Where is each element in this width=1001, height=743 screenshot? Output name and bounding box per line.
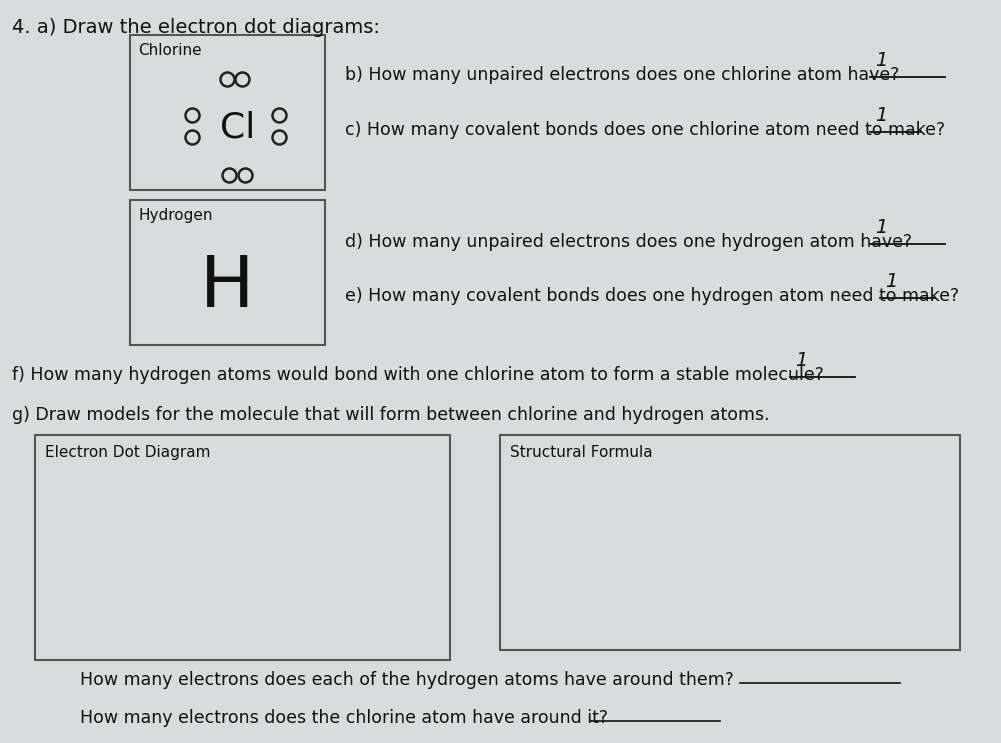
Text: f) How many hydrogen atoms would bond with one chlorine atom to form a stable mo: f) How many hydrogen atoms would bond wi…	[12, 366, 824, 384]
Text: Structural Formula: Structural Formula	[510, 445, 653, 460]
Bar	[130, 200, 325, 345]
Text: 1: 1	[875, 106, 887, 125]
Text: H: H	[200, 253, 254, 322]
Text: b) How many unpaired electrons does one chlorine atom have?: b) How many unpaired electrons does one …	[345, 66, 899, 84]
Text: Electron Dot Diagram: Electron Dot Diagram	[45, 445, 210, 460]
Text: 1: 1	[875, 218, 887, 237]
Text: Chlorine: Chlorine	[138, 43, 201, 58]
Bar	[500, 435, 960, 650]
Text: e) How many covalent bonds does one hydrogen atom need to make?: e) How many covalent bonds does one hydr…	[345, 287, 959, 305]
Text: How many electrons does the chlorine atom have around it?: How many electrons does the chlorine ato…	[80, 709, 608, 727]
Text: 1: 1	[885, 272, 897, 291]
Text: g) Draw models for the molecule that will form between chlorine and hydrogen ato: g) Draw models for the molecule that wil…	[12, 406, 770, 424]
Text: How many electrons does each of the hydrogen atoms have around them?: How many electrons does each of the hydr…	[80, 671, 734, 689]
Bar	[130, 35, 325, 190]
Bar	[35, 435, 450, 660]
Text: 1: 1	[795, 351, 808, 370]
Text: 1: 1	[875, 51, 887, 70]
Text: 4. a) Draw the electron dot diagrams:: 4. a) Draw the electron dot diagrams:	[12, 18, 379, 37]
Text: Cl: Cl	[220, 111, 255, 144]
Text: c) How many covalent bonds does one chlorine atom need to make?: c) How many covalent bonds does one chlo…	[345, 121, 945, 139]
Text: Hydrogen: Hydrogen	[138, 208, 212, 223]
Text: d) How many unpaired electrons does one hydrogen atom have?: d) How many unpaired electrons does one …	[345, 233, 912, 251]
